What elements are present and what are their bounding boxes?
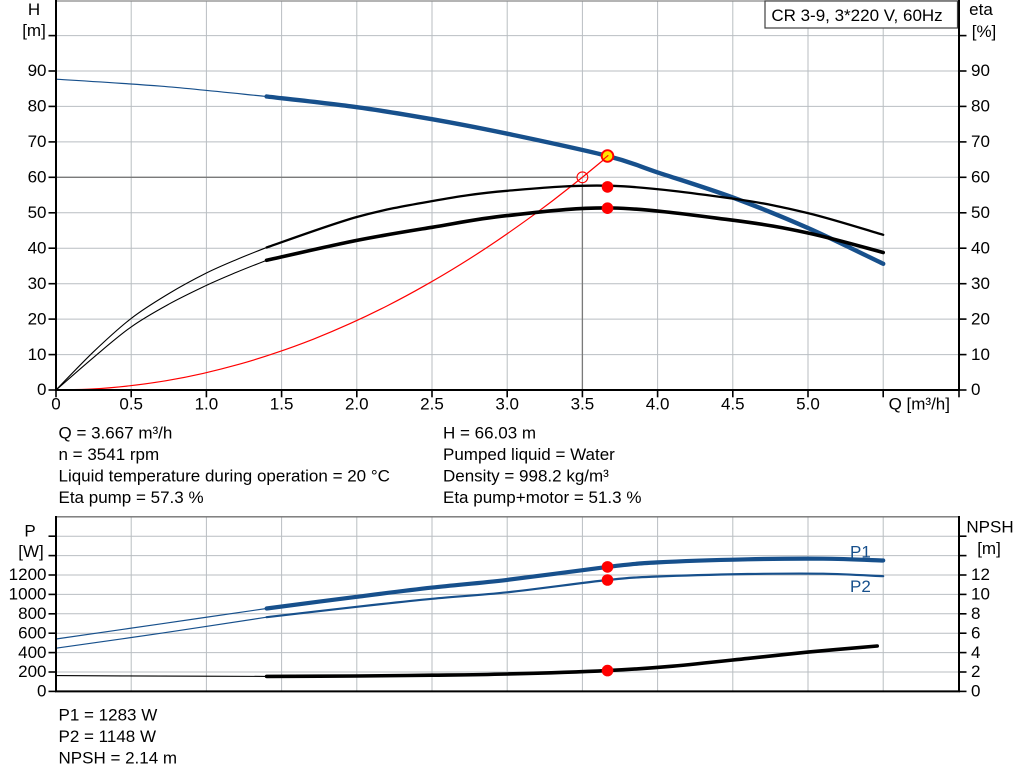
svg-text:70: 70 [28, 132, 47, 151]
svg-text:[%]: [%] [972, 22, 997, 41]
svg-text:P1: P1 [850, 543, 871, 562]
svg-text:30: 30 [28, 274, 47, 293]
svg-text:NPSH = 2.14 m: NPSH = 2.14 m [59, 749, 178, 768]
svg-text:4.5: 4.5 [721, 395, 745, 414]
svg-text:0: 0 [971, 682, 980, 701]
svg-text:1.0: 1.0 [195, 395, 219, 414]
svg-text:eta: eta [969, 0, 993, 19]
svg-text:3.5: 3.5 [571, 395, 595, 414]
svg-text:10: 10 [971, 345, 990, 364]
svg-text:200: 200 [18, 662, 46, 681]
svg-text:H = 66.03 m: H = 66.03 m [443, 424, 536, 443]
svg-text:70: 70 [971, 132, 990, 151]
svg-text:800: 800 [18, 604, 46, 623]
svg-text:NPSH: NPSH [966, 518, 1013, 537]
svg-text:10: 10 [971, 585, 990, 604]
svg-text:[W]: [W] [18, 542, 44, 561]
svg-text:3.0: 3.0 [495, 395, 519, 414]
svg-text:[m]: [m] [977, 539, 1001, 558]
svg-text:Eta pump = 57.3 %: Eta pump = 57.3 % [59, 488, 204, 507]
svg-text:1200: 1200 [9, 565, 47, 584]
svg-text:Pumped liquid = Water: Pumped liquid = Water [443, 445, 615, 464]
svg-text:P: P [24, 522, 35, 541]
svg-text:CR 3-9, 3*220 V, 60Hz: CR 3-9, 3*220 V, 60Hz [771, 6, 942, 25]
svg-text:H: H [28, 0, 40, 19]
svg-text:Density = 998.2 kg/m³: Density = 998.2 kg/m³ [443, 467, 609, 486]
svg-text:10: 10 [28, 345, 47, 364]
svg-text:P2 = 1148 W: P2 = 1148 W [59, 727, 157, 746]
svg-text:50: 50 [971, 203, 990, 222]
svg-text:40: 40 [971, 238, 990, 257]
svg-text:P2: P2 [850, 577, 871, 596]
svg-text:90: 90 [971, 61, 990, 80]
svg-text:Eta pump+motor = 51.3 %: Eta pump+motor = 51.3 % [443, 488, 641, 507]
svg-text:2.5: 2.5 [420, 395, 444, 414]
svg-text:12: 12 [971, 565, 990, 584]
svg-text:Q = 3.667 m³/h: Q = 3.667 m³/h [59, 424, 173, 443]
svg-text:4.0: 4.0 [646, 395, 670, 414]
svg-text:0: 0 [37, 682, 46, 701]
svg-text:[m]: [m] [22, 21, 46, 40]
svg-text:0: 0 [971, 380, 980, 399]
svg-text:1000: 1000 [9, 585, 47, 604]
svg-text:20: 20 [28, 309, 47, 328]
svg-text:20: 20 [971, 309, 990, 328]
svg-text:30: 30 [971, 274, 990, 293]
svg-text:Liquid temperature during oper: Liquid temperature during operation = 20… [59, 467, 390, 486]
svg-text:6: 6 [971, 623, 980, 642]
svg-text:0: 0 [37, 380, 46, 399]
svg-text:4: 4 [971, 643, 980, 662]
svg-text:80: 80 [971, 97, 990, 116]
svg-text:5.0: 5.0 [796, 395, 820, 414]
svg-text:1.5: 1.5 [270, 395, 294, 414]
svg-text:90: 90 [28, 61, 47, 80]
svg-text:n = 3541 rpm: n = 3541 rpm [59, 445, 160, 464]
svg-text:2: 2 [971, 662, 980, 681]
svg-text:0.5: 0.5 [119, 395, 143, 414]
svg-text:40: 40 [28, 238, 47, 257]
svg-text:0: 0 [51, 395, 60, 414]
svg-text:60: 60 [971, 168, 990, 187]
svg-text:P1 = 1283 W: P1 = 1283 W [59, 706, 158, 725]
svg-text:80: 80 [28, 97, 47, 116]
svg-text:60: 60 [28, 168, 47, 187]
svg-text:2.0: 2.0 [345, 395, 369, 414]
svg-text:400: 400 [18, 643, 46, 662]
svg-text:50: 50 [28, 203, 47, 222]
svg-text:Q [m³/h]: Q [m³/h] [889, 395, 950, 414]
svg-text:600: 600 [18, 623, 46, 642]
svg-text:8: 8 [971, 604, 980, 623]
